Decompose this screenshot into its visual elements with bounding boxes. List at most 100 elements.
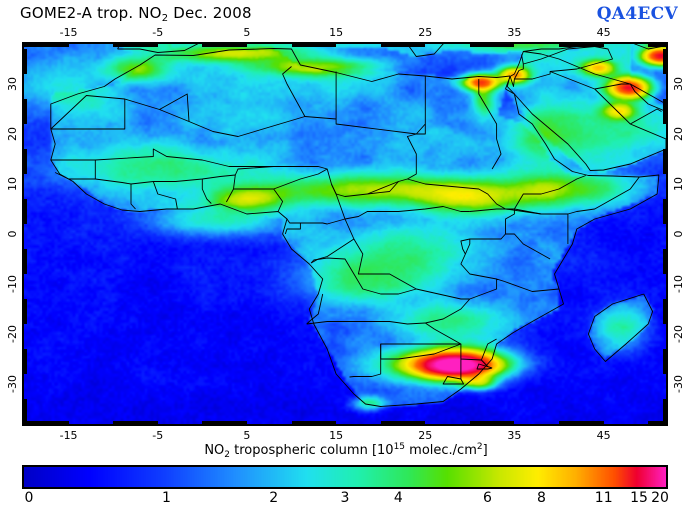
border-path — [594, 88, 666, 149]
colorbar-tick-20: 20 — [651, 490, 669, 506]
border-path — [152, 181, 178, 210]
border-path — [201, 179, 212, 204]
y-axis-tick-rgt-30: 30 — [672, 77, 685, 91]
y-axis-tick-lft-0: 0 — [6, 230, 19, 238]
x-axis-tick-top-5: 5 — [243, 26, 251, 39]
frame-tick-segment — [202, 421, 247, 425]
frame-tick-segment — [469, 43, 515, 47]
y-axis-tick-rgt--20: -20 — [672, 325, 685, 343]
frame-tick-segment — [663, 399, 667, 424]
x-axis-tick-bot-15: 15 — [329, 429, 344, 442]
y-axis-tick-lft--20: -20 — [6, 325, 19, 343]
border-path — [344, 218, 470, 300]
y-axis-tick-lft--10: -10 — [6, 275, 19, 293]
border-path — [442, 359, 465, 385]
border-path — [306, 321, 426, 325]
frame-tick-segment — [663, 49, 667, 74]
colorbar-tick-11: 11 — [594, 490, 613, 506]
cb-label-sub1: 2 — [224, 450, 231, 460]
x-axis-tick-top-45: 45 — [596, 26, 611, 39]
frame-tick-segment — [648, 421, 666, 425]
border-path — [234, 166, 274, 176]
border-path — [514, 46, 613, 80]
frame-tick-segment — [23, 299, 27, 324]
frame-tick-segment — [23, 149, 27, 174]
colorbar-gradient — [24, 467, 666, 487]
border-path — [50, 95, 125, 130]
border-path — [549, 71, 631, 90]
x-axis-tick-top-35: 35 — [507, 26, 522, 39]
frame-tick-segment — [663, 299, 667, 324]
no2-heatmap-canvas — [24, 44, 666, 424]
frame-tick-segment — [23, 399, 27, 424]
border-path — [50, 48, 511, 129]
x-axis-tick-top--5: -5 — [152, 26, 164, 39]
frame-tick-segment — [663, 149, 667, 174]
frame-tick-segment — [24, 421, 69, 425]
border-path — [425, 298, 471, 324]
frame-tick-segment — [559, 421, 604, 425]
border-path — [310, 257, 417, 295]
x-axis-tick-top--15: -15 — [59, 26, 78, 39]
cb-label-sup2: 2 — [476, 442, 483, 452]
y-axis-tick-rgt-20: 20 — [672, 127, 685, 141]
colorbar-tick-1: 1 — [162, 490, 171, 506]
border-path — [367, 181, 399, 195]
frame-tick-segment — [648, 43, 666, 47]
frame-tick-segment — [663, 249, 667, 274]
colorbar-tick-0: 0 — [24, 490, 34, 506]
title-subscript: 2 — [161, 13, 169, 24]
border-path — [523, 46, 595, 65]
colorbar-tick-8: 8 — [536, 490, 546, 506]
border-path — [284, 223, 301, 235]
border-path — [469, 208, 515, 234]
colorbar-tick-3: 3 — [340, 490, 350, 506]
cb-label-sup1: 15 — [393, 442, 406, 452]
x-axis-tick-bot-5: 5 — [243, 429, 251, 442]
frame-tick-segment — [23, 49, 27, 74]
x-axis-tick-bot--5: -5 — [152, 429, 164, 442]
border-path — [286, 184, 346, 225]
frame-tick-segment — [380, 421, 426, 425]
y-axis-tick-rgt--10: -10 — [672, 275, 685, 293]
border-path — [514, 175, 586, 210]
y-axis-tick-rgt-10: 10 — [672, 177, 685, 191]
border-path — [273, 188, 284, 212]
border-path — [282, 66, 306, 117]
frame-tick-segment — [291, 421, 337, 425]
x-axis-tick-bot-45: 45 — [596, 429, 611, 442]
frame-tick-segment — [113, 43, 158, 47]
frame-tick-segment — [23, 249, 27, 274]
border-path — [469, 233, 551, 260]
x-axis-tick-bot--15: -15 — [59, 429, 78, 442]
frame-tick-segment — [663, 199, 667, 224]
y-axis-tick-lft-20: 20 — [6, 127, 19, 141]
frame-tick-segment — [291, 43, 337, 47]
colorbar-tick-4: 4 — [393, 490, 403, 506]
border-path — [630, 83, 666, 105]
border-path — [505, 51, 666, 171]
frame-tick-segment — [23, 199, 27, 224]
cb-label-a: NO — [204, 443, 225, 458]
cb-label-d: ] — [482, 443, 488, 458]
cb-label-b: tropospheric column [10 — [230, 443, 394, 458]
border-path — [469, 278, 560, 300]
border-path — [476, 363, 493, 370]
border-path — [380, 343, 462, 360]
y-axis-tick-rgt--30: -30 — [672, 375, 685, 393]
border-path — [310, 238, 355, 264]
border-path — [514, 176, 640, 215]
border-path — [460, 238, 497, 280]
border-path — [306, 293, 324, 325]
figure-title: GOME2-A trop. NO2 Dec. 2008 — [20, 4, 252, 24]
y-axis-tick-lft-10: 10 — [6, 177, 19, 191]
x-axis-tick-top-25: 25 — [418, 26, 433, 39]
map-frame-border — [22, 42, 668, 426]
colorbar-tick-2: 2 — [269, 490, 279, 506]
x-axis-tick-bot-25: 25 — [418, 429, 433, 442]
border-path — [130, 174, 236, 203]
y-axis-tick-lft-30: 30 — [6, 77, 19, 91]
x-axis-tick-bot-35: 35 — [507, 429, 522, 442]
y-axis-tick-lft--30: -30 — [6, 375, 19, 393]
